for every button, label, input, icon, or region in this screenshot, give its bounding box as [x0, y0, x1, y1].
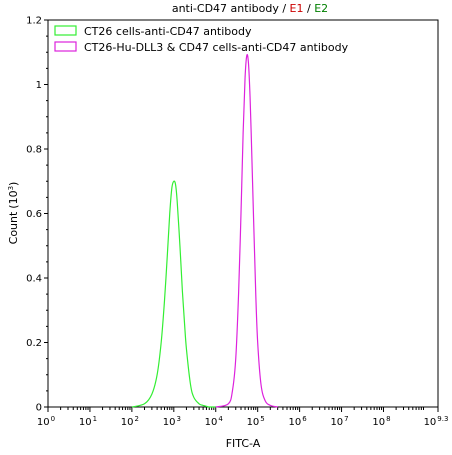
y-axis: 0 0.2 0.4 0.6 0.8 1 1.2	[26, 16, 48, 414]
x-tick-label-7: 107	[330, 415, 348, 428]
title-e2: E2	[314, 2, 328, 15]
y-tick-label-2: 0.4	[26, 274, 42, 285]
y-tick-label-5: 1	[36, 80, 42, 91]
y-tick-label-4: 0.8	[26, 145, 42, 156]
y-axis-label-text: Count	[7, 211, 20, 244]
x-tick-label-4: 104	[205, 415, 224, 428]
x-axis: 100 101 102 103 104 105 106 107 108 109.3	[37, 407, 449, 428]
title-e1: E1	[290, 2, 304, 15]
y-tick-label-6: 1.2	[26, 16, 42, 27]
x-tick-label-6: 106	[289, 415, 308, 428]
x-tick-label-9: 109.3	[424, 415, 449, 428]
y-axis-unit-exp: 3	[7, 186, 15, 190]
x-tick-label-2: 102	[121, 415, 139, 428]
legend-label-0: CT26 cells-anti-CD47 antibody	[84, 25, 252, 38]
legend-label-1: CT26-Hu-DLL3 & CD47 cells-anti-CD47 anti…	[84, 41, 349, 54]
y-tick-label-1: 0.2	[26, 338, 42, 349]
x-tick-label-5: 105	[247, 415, 265, 428]
series-layer	[131, 53, 278, 408]
x-tick-label-1: 101	[79, 415, 97, 428]
legend-swatch-0	[54, 25, 77, 36]
y-axis-unit-close: )	[7, 182, 20, 186]
x-tick-label-0: 100	[37, 415, 55, 428]
plot-frame	[47, 19, 439, 408]
x-tick-label-8: 108	[372, 415, 390, 428]
y-axis-label: Count (103)	[7, 182, 20, 245]
title-sep1: /	[279, 2, 290, 15]
y-tick-label-0: 0	[36, 403, 42, 414]
y-tick-label-3: 0.6	[26, 209, 42, 220]
x-axis-label: FITC-A	[226, 437, 261, 450]
title-sep2: /	[303, 2, 314, 15]
series-line-1	[215, 53, 278, 408]
legend-swatch-1	[54, 41, 77, 52]
legend: CT26 cells-anti-CD47 antibody CT26-Hu-DLL…	[54, 25, 349, 54]
x-tick-label-3: 103	[163, 415, 181, 428]
y-axis-unit-base: (10	[7, 190, 20, 208]
series-line-0	[131, 180, 216, 408]
title-main: anti-CD47 antibody	[172, 2, 279, 15]
chart-title: anti-CD47 antibody / E1 / E2	[172, 2, 328, 15]
